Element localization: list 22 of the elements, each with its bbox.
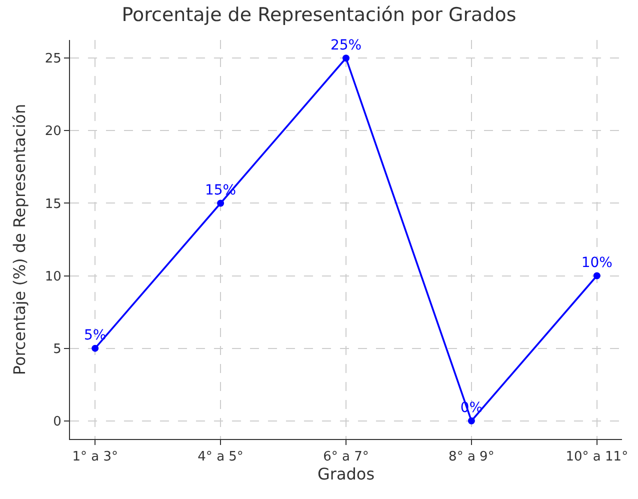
y-axis-title: Porcentaje (%) de Representación <box>10 104 29 376</box>
point <box>217 200 224 207</box>
x-tick-label: 6° a 7° <box>323 450 369 465</box>
y-tick-label: 15 <box>44 196 62 212</box>
data-label: 10% <box>581 254 612 271</box>
y-tick-label: 5 <box>53 342 62 357</box>
point <box>342 54 350 62</box>
point <box>468 417 475 424</box>
y-tick-label: 10 <box>44 269 62 284</box>
x-tick-label: 4° a 5° <box>198 450 244 465</box>
y-tick-label: 0 <box>53 414 62 430</box>
y-tick-label: 20 <box>44 124 62 140</box>
x-tick-label: 8° a 9° <box>448 450 494 465</box>
x-tick-label: 10° a 11° <box>566 450 628 465</box>
data-label: 5% <box>84 327 106 344</box>
chart-title: Porcentaje de Representación por Grados <box>122 4 516 26</box>
point <box>593 272 600 280</box>
x-tick-label: 1° a 3° <box>72 450 118 465</box>
y-tick-label: 25 <box>44 52 62 67</box>
point <box>92 344 99 352</box>
x-axis-title: Grados <box>317 464 375 484</box>
data-label: 25% <box>330 37 362 54</box>
